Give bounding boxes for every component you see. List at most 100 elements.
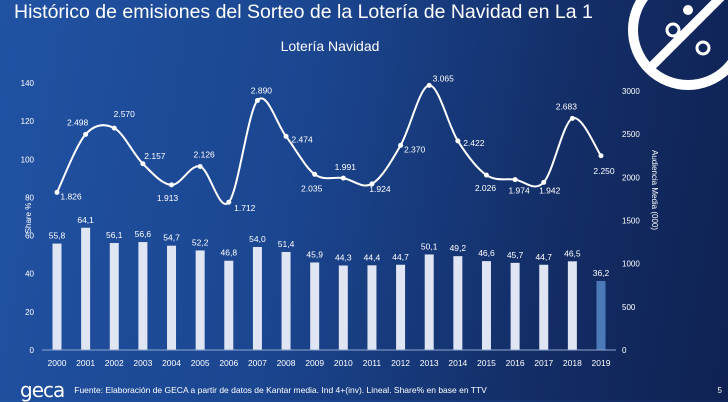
x-tick-label: 2016 <box>506 358 525 368</box>
right-axis: 0 500 1000 1500 2000 2500 3000 <box>622 87 640 355</box>
bar <box>167 245 177 350</box>
left-tick-label: 0 <box>30 346 35 355</box>
x-tick-label: 2008 <box>277 358 296 368</box>
right-axis-label: Audiencia Media (000) <box>650 150 659 230</box>
bar <box>396 264 406 350</box>
right-tick-label: 0 <box>622 346 627 355</box>
bar <box>224 260 234 350</box>
bar <box>281 251 291 350</box>
right-tick-label: 3000 <box>622 87 640 96</box>
line-point <box>398 142 404 148</box>
x-tick-label: 2012 <box>391 358 410 368</box>
right-tick-label: 2000 <box>622 173 640 182</box>
bar <box>195 250 205 350</box>
line-label: 2.026 <box>475 183 497 193</box>
bar-label: 54,0 <box>249 234 266 244</box>
line-point <box>169 182 175 188</box>
bar-label: 44,7 <box>392 252 409 262</box>
x-tick-label: 2017 <box>534 358 553 368</box>
line-label: 2.890 <box>251 85 273 95</box>
line-point <box>541 179 547 185</box>
bar <box>510 262 520 350</box>
bar-label: 36,2 <box>593 268 610 278</box>
line-point <box>369 181 375 187</box>
left-tick-label: 140 <box>21 79 35 88</box>
bar-label: 56,6 <box>135 229 152 239</box>
bar-label: 54,7 <box>163 233 180 243</box>
right-tick-label: 1500 <box>622 217 640 226</box>
bar <box>138 242 148 350</box>
line-label: 2.157 <box>144 151 166 161</box>
bar <box>567 261 577 350</box>
line-label: 1.991 <box>335 162 357 172</box>
line-point <box>197 163 203 169</box>
line-point <box>54 189 60 195</box>
bar-label: 46,8 <box>221 248 238 258</box>
x-tick-label: 2011 <box>363 358 382 368</box>
bar <box>539 264 549 350</box>
line-label: 2.683 <box>556 101 578 111</box>
line-label: 1.913 <box>157 193 179 203</box>
footer: geca Fuente: Elaboración de GECA a parti… <box>20 378 487 402</box>
bar-label: 46,6 <box>478 248 495 258</box>
line-point <box>569 115 575 121</box>
left-axis-label: Share % <box>24 203 33 234</box>
line-point <box>140 161 146 167</box>
left-axis: 0 20 40 60 80 100 120 140 <box>21 79 35 355</box>
line-point <box>283 133 289 139</box>
right-tick-label: 500 <box>622 303 636 312</box>
right-tick-label: 1000 <box>622 260 640 269</box>
line-point <box>340 175 346 181</box>
x-tick-label: 2007 <box>248 358 267 368</box>
line-point <box>598 153 604 159</box>
bar-label: 50,1 <box>421 241 438 251</box>
page-number: 5 <box>717 386 722 395</box>
bar-label: 46,5 <box>564 248 581 258</box>
chart-title: Lotería Navidad <box>280 38 380 54</box>
lottery-ball-logo-icon <box>628 0 728 90</box>
left-tick-label: 20 <box>25 308 34 317</box>
bar <box>367 265 377 350</box>
bar <box>424 254 434 350</box>
source-note: Fuente: Elaboración de GECA a partir de … <box>74 385 487 395</box>
bar <box>252 247 262 350</box>
bar <box>338 265 348 350</box>
line-label: 3.065 <box>433 73 455 83</box>
line-label: 2.474 <box>291 134 313 144</box>
bar <box>596 280 606 350</box>
line-label: 1.924 <box>369 184 391 194</box>
line-label: 2.126 <box>194 149 216 159</box>
x-tick-label: 2004 <box>162 358 181 368</box>
line-label: 1.826 <box>60 191 82 201</box>
x-tick-label: 2006 <box>219 358 238 368</box>
bar-label: 44,4 <box>364 252 381 262</box>
line-point <box>455 138 461 144</box>
x-tick-label: 2001 <box>76 358 95 368</box>
x-tick-label: 2019 <box>592 358 611 368</box>
page-title: Histórico de emisiones del Sorteo de la … <box>14 1 593 23</box>
line-point <box>226 199 232 205</box>
bar-label: 44,3 <box>335 253 352 263</box>
bar-label: 52,2 <box>192 237 209 247</box>
line-point <box>483 172 489 178</box>
bar <box>310 262 320 350</box>
x-tick-label: 2009 <box>305 358 324 368</box>
line-label: 2.422 <box>463 138 485 148</box>
line-point <box>83 131 89 137</box>
line-label: 2.250 <box>593 166 615 176</box>
left-tick-label: 120 <box>21 117 35 126</box>
combo-chart: 0 20 40 60 80 100 120 140 0 500 1000 1500 2000 2500 3… <box>21 73 659 368</box>
line-label: 1.712 <box>234 203 256 213</box>
bar-label: 44,7 <box>535 252 552 262</box>
line-point <box>254 97 260 103</box>
line-point <box>426 82 432 88</box>
x-tick-label: 2018 <box>563 358 582 368</box>
x-tick-label: 2003 <box>133 358 152 368</box>
bar-series: 55,8 64,1 56,1 56,6 54,7 52,2 46,8 54,0 51,4 45,9… <box>49 215 610 350</box>
bar <box>109 243 119 350</box>
geca-logo: geca <box>20 378 65 402</box>
x-tick-label: 2000 <box>48 358 67 368</box>
x-tick-label: 2015 <box>477 358 496 368</box>
x-tick-label: 2010 <box>334 358 353 368</box>
bar-label: 64,1 <box>77 215 94 225</box>
